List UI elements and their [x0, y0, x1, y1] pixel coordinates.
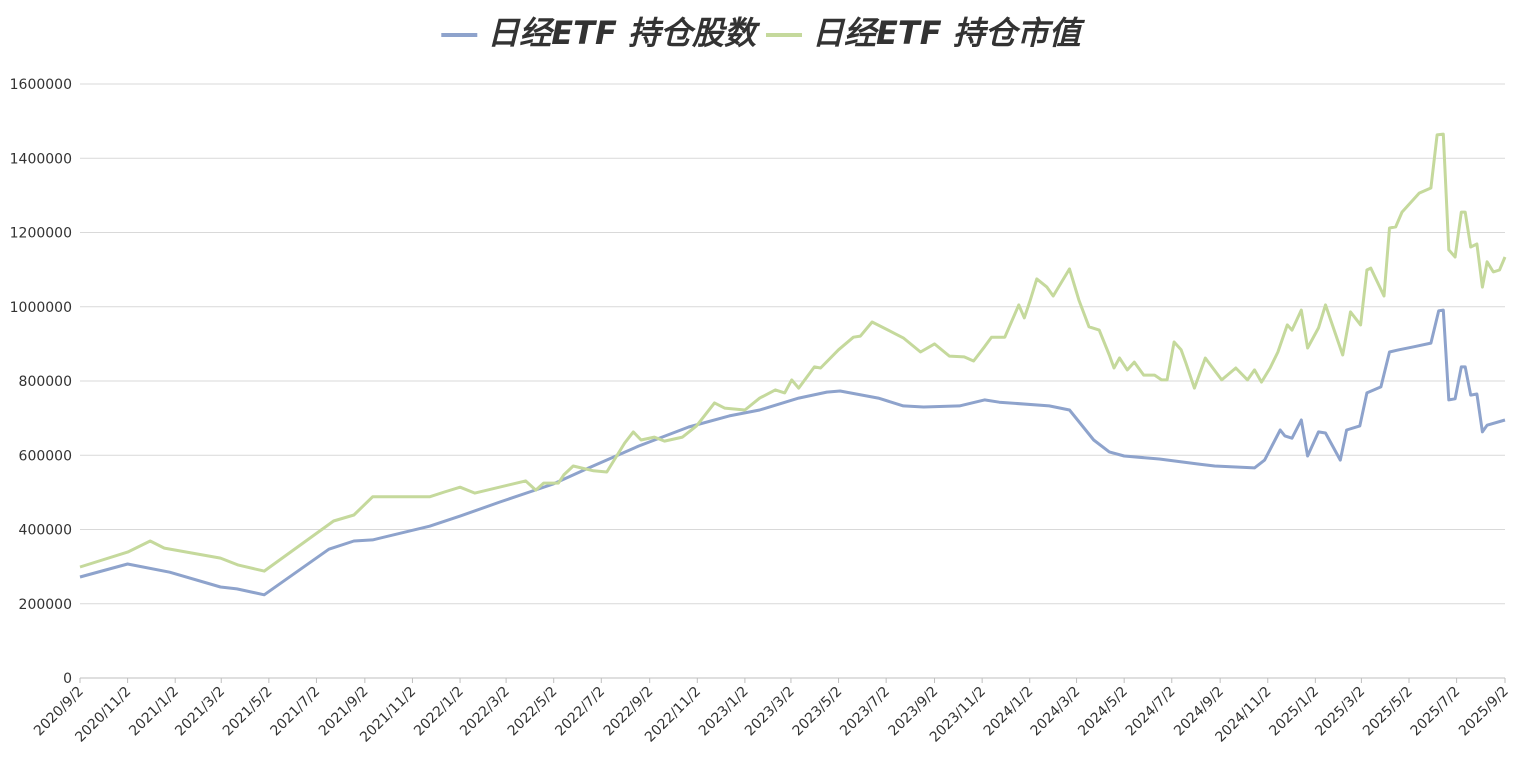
x-tick-label: 2024/5/2: [1075, 684, 1131, 740]
x-tick-label: 2025/9/2: [1456, 684, 1512, 740]
x-tick-label: 2021/3/2: [172, 684, 228, 740]
x-tick-label: 2022/1/2: [411, 684, 467, 740]
y-tick-label: 1000000: [10, 300, 72, 316]
x-tick-label: 2024/3/2: [1028, 684, 1084, 740]
y-tick-label: 0: [63, 671, 72, 687]
x-tick-label: 2025/7/2: [1408, 684, 1464, 740]
x-tick-label: 2023/1/2: [696, 684, 752, 740]
y-tick-label: 600000: [19, 448, 72, 464]
y-tick-label: 1600000: [10, 77, 72, 93]
series-line: [79, 132, 1507, 573]
x-tick-label: 2021/7/2: [268, 684, 324, 740]
x-tick-label: 2021/5/2: [220, 684, 276, 740]
x-tick-label: 2022/5/2: [505, 684, 561, 740]
x-tick-label: 2025/1/2: [1266, 684, 1322, 740]
x-tick-label: 2022/7/2: [552, 684, 608, 740]
y-tick-label: 200000: [19, 597, 72, 613]
y-tick-label: 1200000: [10, 226, 72, 242]
x-tick-label: 2023/7/2: [837, 684, 893, 740]
x-tick-label: 2023/3/2: [742, 684, 798, 740]
x-tick-label: 2024/1/2: [981, 684, 1037, 740]
y-tick-label: 1400000: [10, 151, 72, 167]
x-tick-label: 2025/3/2: [1312, 684, 1368, 740]
y-tick-label: 400000: [19, 523, 72, 539]
x-tick-label: 2025/5/2: [1360, 684, 1416, 740]
x-tick-label: 2022/3/2: [457, 684, 513, 740]
x-tick-label: 2024/7/2: [1123, 684, 1179, 740]
series-line: [79, 308, 1506, 597]
x-tick-label: 2021/1/2: [126, 684, 182, 740]
legend-label: 日经ETF 持仓市值: [812, 14, 1086, 52]
legend-label: 日经ETF 持仓股数: [487, 14, 761, 52]
y-tick-label: 800000: [19, 374, 72, 390]
x-tick-label: 2023/5/2: [790, 684, 846, 740]
